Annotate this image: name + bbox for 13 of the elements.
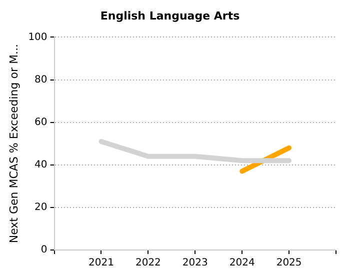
y-axis-title: Next Gen MCAS % Exceeding or M... [7, 44, 20, 244]
x-tick-label: 2021 [88, 258, 114, 269]
y-tick-label: 60 [34, 116, 48, 128]
y-tick-label: 40 [34, 159, 48, 170]
y-tick-label: 20 [34, 202, 48, 214]
x-tick-label: 2024 [229, 258, 255, 269]
y-tick-label: 100 [28, 32, 48, 43]
x-tick-label: 2023 [182, 258, 208, 269]
chart-title: English Language Arts [100, 9, 240, 22]
x-tick-label: 2025 [276, 258, 302, 269]
y-tick-label: 80 [34, 74, 48, 86]
y-tick-label: 0 [40, 244, 48, 256]
x-tick-label: 2022 [135, 258, 161, 269]
